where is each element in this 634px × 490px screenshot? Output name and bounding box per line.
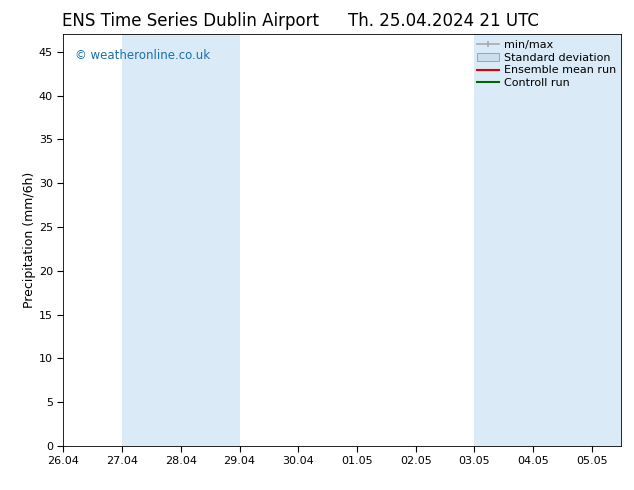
Bar [533, 34, 592, 446]
Bar [122, 34, 181, 446]
Text: Th. 25.04.2024 21 UTC: Th. 25.04.2024 21 UTC [348, 12, 540, 30]
Bar [181, 34, 240, 446]
Text: © weatheronline.co.uk: © weatheronline.co.uk [75, 49, 210, 62]
Bar [592, 34, 621, 446]
Legend: min/max, Standard deviation, Ensemble mean run, Controll run: min/max, Standard deviation, Ensemble me… [475, 38, 618, 91]
Text: ENS Time Series Dublin Airport: ENS Time Series Dublin Airport [61, 12, 319, 30]
Bar [474, 34, 533, 446]
Y-axis label: Precipitation (mm/6h): Precipitation (mm/6h) [23, 172, 36, 308]
